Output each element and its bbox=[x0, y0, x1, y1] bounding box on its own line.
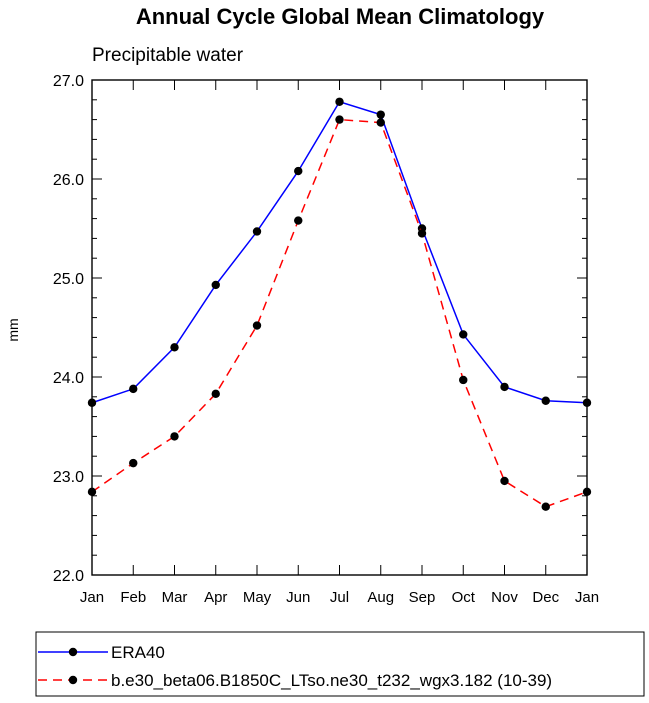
data-point bbox=[87, 487, 97, 497]
data-point bbox=[211, 389, 220, 399]
legend-label: b.e30_beta06.B1850C_LTso.ne30_t232_wgx3.… bbox=[111, 671, 552, 690]
data-point bbox=[335, 115, 344, 124]
legend: ERA40 b.e30_beta06.B1850C_LTso.ne30_t232_… bbox=[35, 631, 645, 697]
plot-area: 22.0 23.0 24.0 25.0 26.0 27.0 Jan Feb Mar Apr May J… bbox=[53, 73, 599, 606]
y-tick-label: 22.0 bbox=[53, 568, 84, 585]
data-point bbox=[541, 502, 550, 511]
data-point bbox=[500, 476, 509, 486]
series-line-1 bbox=[91, 100, 588, 404]
data-point bbox=[376, 110, 385, 119]
x-tick-label: Jul bbox=[330, 589, 349, 606]
data-point bbox=[582, 398, 592, 407]
data-point bbox=[211, 280, 220, 290]
x-tick-label: Jan bbox=[80, 589, 104, 606]
legend-label: ERA40 bbox=[111, 643, 165, 662]
data-point bbox=[252, 227, 262, 236]
data-point bbox=[170, 432, 179, 441]
y-tick-label: 23.0 bbox=[53, 469, 84, 486]
legend-marker bbox=[68, 647, 78, 657]
y-tick-label: 26.0 bbox=[53, 172, 84, 189]
x-tick-label: May bbox=[243, 589, 272, 606]
y-tick-label: 27.0 bbox=[53, 73, 84, 90]
data-point bbox=[500, 382, 509, 392]
data-point bbox=[376, 118, 385, 127]
series-layer bbox=[87, 97, 592, 511]
x-tick-label: Jan bbox=[575, 589, 599, 606]
data-point bbox=[87, 398, 97, 407]
data-point bbox=[129, 384, 138, 394]
data-point bbox=[541, 396, 550, 405]
x-tick-label: Sep bbox=[409, 589, 436, 606]
data-point bbox=[459, 330, 468, 339]
x-tick-label: Feb bbox=[120, 589, 146, 606]
x-tick-label: Mar bbox=[162, 589, 188, 606]
data-point bbox=[252, 321, 262, 330]
x-tick-label: Dec bbox=[532, 589, 559, 606]
legend-marker bbox=[68, 675, 78, 685]
data-point bbox=[170, 343, 179, 352]
data-point bbox=[582, 487, 592, 497]
y-tick-label: 24.0 bbox=[53, 370, 84, 387]
data-point bbox=[459, 375, 468, 385]
series-line-2 bbox=[91, 118, 588, 508]
x-tick-label: Oct bbox=[452, 589, 476, 606]
x-tick-label: Apr bbox=[204, 589, 227, 606]
data-point bbox=[294, 216, 303, 225]
y-axis-label: mm bbox=[5, 318, 21, 341]
data-point bbox=[129, 458, 138, 468]
x-tick-label: Nov bbox=[491, 589, 518, 606]
x-tick-label: Aug bbox=[367, 589, 394, 606]
plot-frame bbox=[91, 79, 588, 576]
data-point bbox=[335, 97, 344, 106]
x-tick-label: Jun bbox=[286, 589, 310, 606]
y-tick-label: 25.0 bbox=[53, 271, 84, 288]
chart-subtitle: Precipitable water bbox=[92, 45, 244, 66]
legend-box bbox=[35, 631, 645, 697]
chart-title: Annual Cycle Global Mean Climatology bbox=[136, 4, 545, 29]
data-point bbox=[417, 229, 427, 238]
data-point bbox=[294, 166, 303, 176]
